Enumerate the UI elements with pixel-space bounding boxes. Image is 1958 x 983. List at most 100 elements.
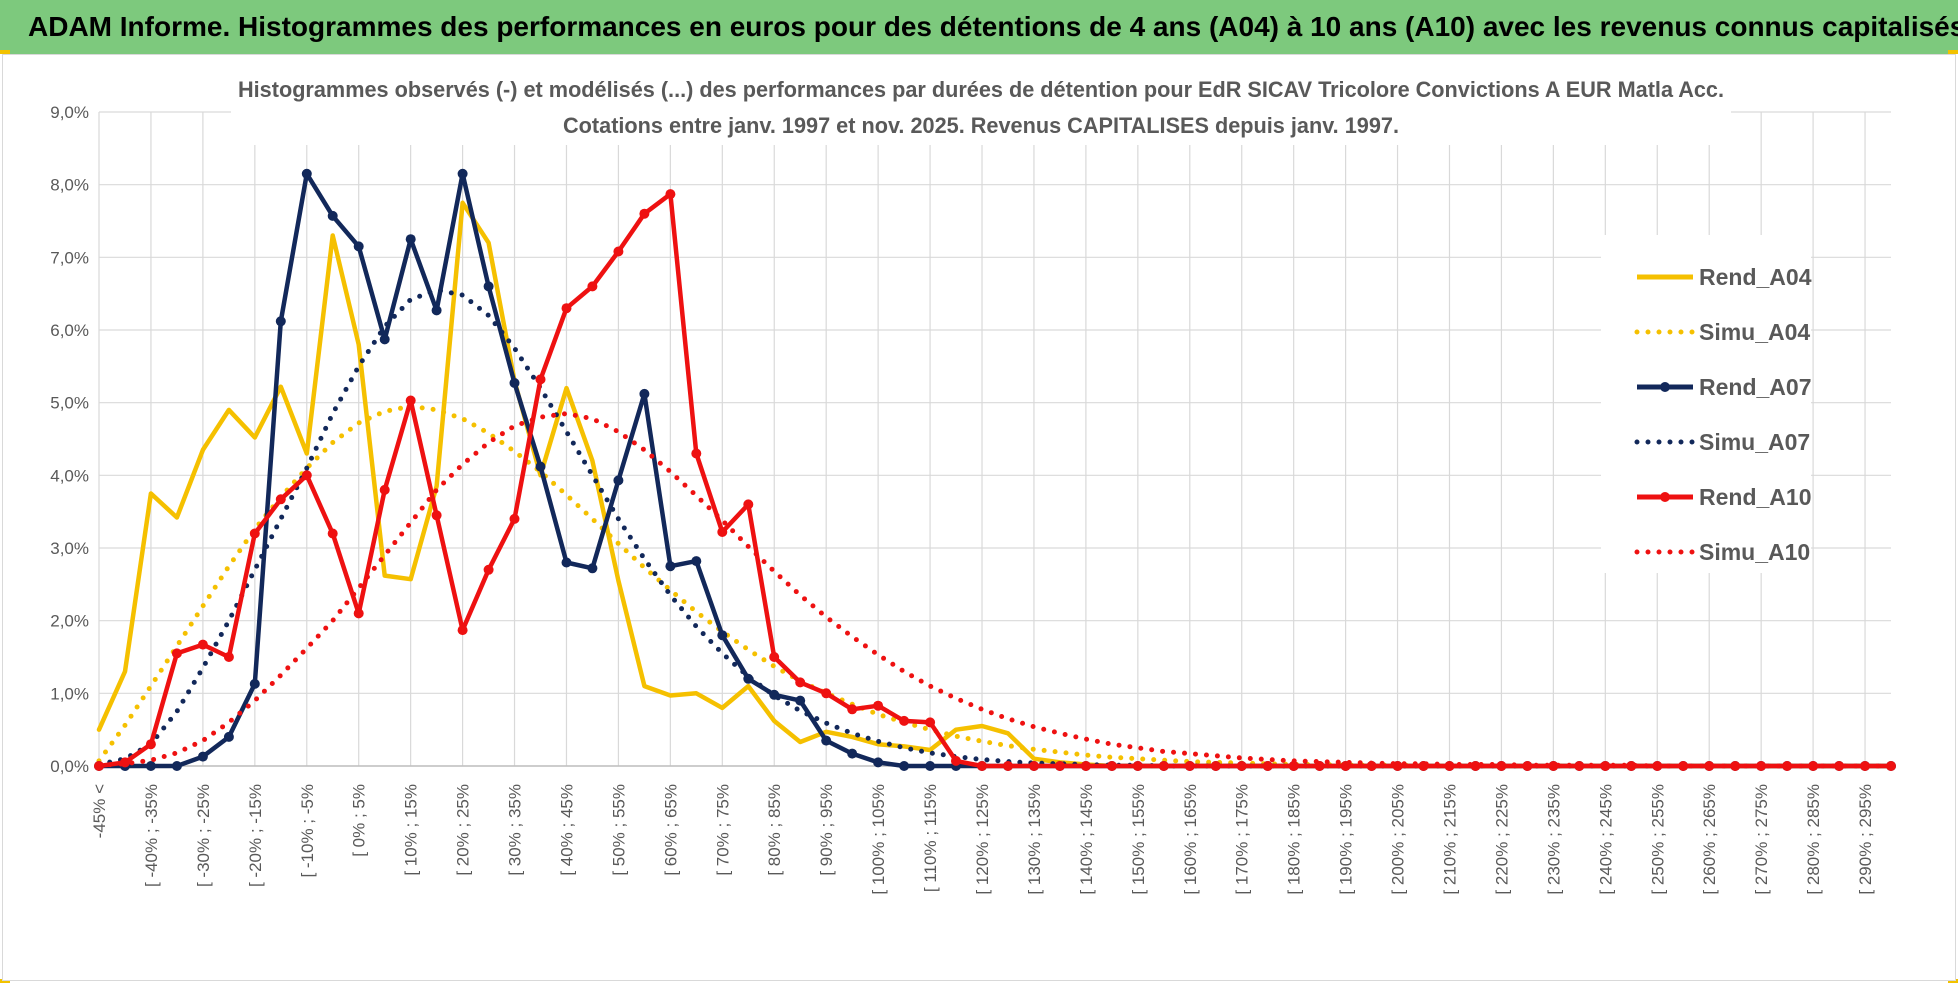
data-point-rend_a10 <box>951 755 961 766</box>
data-point-rend_a07 <box>561 557 572 568</box>
x-tick-label: [ 40% ; 45% <box>557 784 576 876</box>
data-point-rend_a10 <box>1210 761 1221 771</box>
data-point-rend_a10 <box>483 564 494 575</box>
y-tick-label: 1,0% <box>50 684 89 703</box>
data-point-rend_a10 <box>561 303 572 314</box>
corner-mark-bottom-left <box>0 979 10 983</box>
data-point-rend_a07 <box>249 678 260 689</box>
y-tick-label: 8,0% <box>50 176 89 195</box>
data-point-rend_a10 <box>1029 761 1039 771</box>
x-tick-label: [ 0% ; 5% <box>350 784 369 857</box>
data-point-rend_a10 <box>1106 761 1117 771</box>
data-point-rend_a07 <box>483 281 494 292</box>
y-tick-label: 5,0% <box>50 394 89 413</box>
x-tick-label: [ 260% ; 265% <box>1700 784 1719 895</box>
data-point-rend_a10 <box>1054 761 1065 771</box>
data-point-rend_a07 <box>145 761 156 771</box>
data-point-rend_a10 <box>1704 761 1715 771</box>
x-tick-label: [ 290% ; 295% <box>1856 784 1875 895</box>
data-point-rend_a07 <box>847 748 858 759</box>
legend-label-simu_a07: Simu_A07 <box>1699 429 1810 455</box>
legend-label-rend_a10: Rend_A10 <box>1699 484 1811 510</box>
data-point-rend_a07 <box>665 561 676 572</box>
data-point-rend_a10 <box>821 688 832 699</box>
data-point-rend_a10 <box>769 652 780 662</box>
data-point-rend_a10 <box>145 739 156 750</box>
x-tick-label: [ 10% ; 15% <box>402 784 421 876</box>
data-point-rend_a07 <box>275 316 286 327</box>
data-point-rend_a07 <box>535 461 546 472</box>
data-point-rend_a07 <box>613 475 624 486</box>
data-point-rend_a10 <box>301 470 312 481</box>
corner-mark-top-right <box>1948 50 1958 54</box>
data-point-rend_a07 <box>327 210 338 221</box>
y-tick-label: 2,0% <box>50 612 89 631</box>
data-point-rend_a10 <box>639 208 650 219</box>
data-point-rend_a10 <box>1003 761 1013 771</box>
data-point-rend_a07 <box>717 630 728 641</box>
chart-area: 0,0% 1,0% 2,0% 3,0% 4,0% 5,0% 6,0% 7,0% 8,0% 9,0%… <box>2 54 1956 981</box>
y-tick-label: 6,0% <box>50 321 89 340</box>
chart-title: Histogrammes observés (-) et modélisés (… <box>238 77 1724 102</box>
data-point-rend_a07 <box>821 735 832 746</box>
data-point-rend_a07 <box>223 731 234 742</box>
data-point-rend_a10 <box>1158 761 1169 771</box>
data-point-rend_a10 <box>691 448 702 459</box>
x-tick-label: [ 280% ; 285% <box>1804 784 1823 895</box>
x-tick-label: -45% < <box>90 784 109 838</box>
x-tick-label: [ -20% ; -15% <box>246 784 265 887</box>
legend-label-simu_a10: Simu_A10 <box>1699 539 1810 565</box>
data-point-rend_a10 <box>613 246 624 257</box>
data-point-rend_a10 <box>249 528 260 539</box>
corner-mark-bottom-right <box>1948 979 1958 983</box>
x-tick-label: [ 220% ; 225% <box>1492 784 1511 895</box>
data-point-rend_a07 <box>171 761 182 771</box>
data-point-rend_a10 <box>1184 761 1195 771</box>
y-axis-ticks: 0,0% 1,0% 2,0% 3,0% 4,0% 5,0% 6,0% 7,0% 8,0% 9,0% <box>50 103 89 776</box>
data-point-rend_a07 <box>353 241 364 252</box>
data-point-rend_a07 <box>795 695 806 706</box>
data-point-rend_a10 <box>275 494 286 505</box>
x-tick-label: [ 60% ; 65% <box>661 784 680 876</box>
chart-title-group: Histogrammes observés (-) et modélisés (… <box>231 57 1731 145</box>
y-tick-label: 0,0% <box>50 757 89 776</box>
x-tick-label: [ 270% ; 275% <box>1752 784 1771 895</box>
x-tick-label: [ -40% ; -35% <box>142 784 161 887</box>
data-point-rend_a10 <box>665 189 676 200</box>
data-point-rend_a07 <box>925 761 936 771</box>
series-lines <box>94 168 1896 771</box>
x-tick-label: [ 70% ; 75% <box>713 784 732 876</box>
data-point-rend_a07 <box>873 757 884 768</box>
data-point-rend_a10 <box>1236 761 1247 771</box>
data-point-rend_a10 <box>1132 761 1143 771</box>
x-tick-label: [ 80% ; 85% <box>765 784 784 876</box>
data-point-rend_a10 <box>405 395 416 406</box>
y-tick-label: 9,0% <box>50 103 89 122</box>
data-point-rend_a10 <box>353 608 364 619</box>
banner-title: ADAM Informe. Histogrammes des performan… <box>0 0 1958 54</box>
y-tick-label: 7,0% <box>50 248 89 267</box>
data-point-rend_a10 <box>327 528 338 539</box>
legend: Rend_A04 Simu_A04 Rend_A07 Simu_A07 Rend_A10… <box>1601 235 1812 573</box>
x-tick-label: [ 110% ; 115% <box>921 784 940 892</box>
data-point-rend_a10 <box>873 700 884 711</box>
data-point-rend_a10 <box>977 761 987 771</box>
data-point-rend_a10 <box>1080 761 1091 771</box>
x-tick-label: [ 230% ; 235% <box>1544 784 1563 895</box>
data-point-rend_a10 <box>197 639 208 650</box>
x-tick-label: [ -30% ; -25% <box>194 784 213 887</box>
legend-marker-rend_a10 <box>1660 492 1670 502</box>
x-axis-ticks: -45% < [ -40% ; -35% [ -30% ; -25% [ -20% ;… <box>90 784 1875 895</box>
data-point-rend_a10 <box>171 648 182 659</box>
legend-label-simu_a04: Simu_A04 <box>1699 319 1810 345</box>
data-point-rend_a10 <box>925 717 936 728</box>
data-point-rend_a10 <box>587 281 598 292</box>
x-tick-label: [ 140% ; 145% <box>1077 784 1096 895</box>
x-tick-label: [ 250% ; 255% <box>1648 784 1667 895</box>
chart-subtitle: Cotations entre janv. 1997 et nov. 2025.… <box>563 113 1399 138</box>
x-tick-label: [ 30% ; 35% <box>506 784 525 876</box>
series-line-simu_a10 <box>96 411 1894 769</box>
x-tick-label: [ 160% ; 165% <box>1181 784 1200 895</box>
data-point-rend_a10 <box>379 484 390 495</box>
data-point-rend_a10 <box>431 510 442 521</box>
